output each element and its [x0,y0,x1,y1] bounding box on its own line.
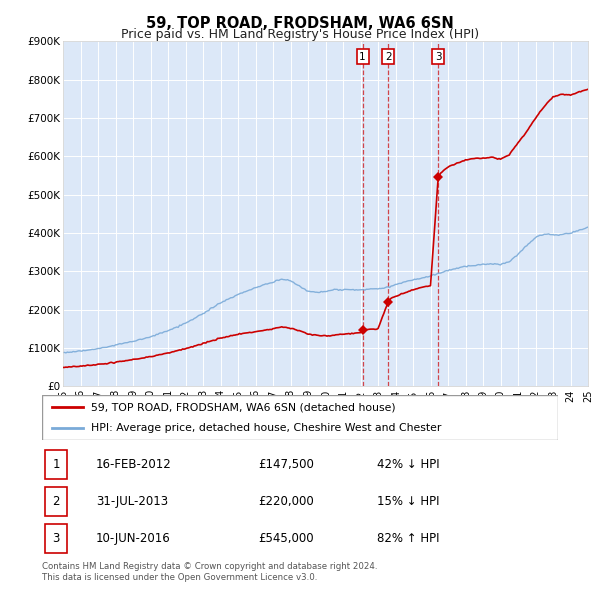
Text: Contains HM Land Registry data © Crown copyright and database right 2024.
This d: Contains HM Land Registry data © Crown c… [42,562,377,582]
Text: 59, TOP ROAD, FRODSHAM, WA6 6SN: 59, TOP ROAD, FRODSHAM, WA6 6SN [146,16,454,31]
Text: Price paid vs. HM Land Registry's House Price Index (HPI): Price paid vs. HM Land Registry's House … [121,28,479,41]
FancyBboxPatch shape [45,487,67,516]
Text: 1: 1 [52,458,60,471]
Text: 42% ↓ HPI: 42% ↓ HPI [377,458,439,471]
Text: HPI: Average price, detached house, Cheshire West and Chester: HPI: Average price, detached house, Ches… [91,422,442,432]
Text: 3: 3 [52,532,60,545]
Text: 1: 1 [359,52,366,61]
FancyBboxPatch shape [45,450,67,478]
Text: 2: 2 [385,52,391,61]
Text: £220,000: £220,000 [258,495,314,508]
Text: 16-FEB-2012: 16-FEB-2012 [96,458,172,471]
Text: £147,500: £147,500 [258,458,314,471]
Text: 2: 2 [52,495,60,508]
Text: 82% ↑ HPI: 82% ↑ HPI [377,532,439,545]
Text: £545,000: £545,000 [258,532,314,545]
Text: 59, TOP ROAD, FRODSHAM, WA6 6SN (detached house): 59, TOP ROAD, FRODSHAM, WA6 6SN (detache… [91,402,395,412]
Text: 10-JUN-2016: 10-JUN-2016 [96,532,171,545]
FancyBboxPatch shape [45,525,67,553]
Text: 15% ↓ HPI: 15% ↓ HPI [377,495,439,508]
Text: 31-JUL-2013: 31-JUL-2013 [96,495,168,508]
Text: 3: 3 [435,52,442,61]
